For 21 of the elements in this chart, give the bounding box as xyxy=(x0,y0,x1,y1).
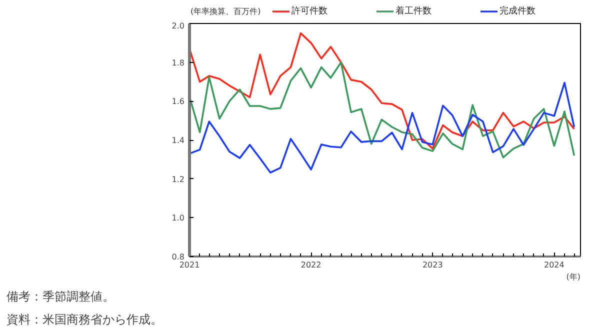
line-series xyxy=(190,82,576,174)
y-tick-label: 1.2 xyxy=(172,174,185,184)
y-tick-label: 0.8 xyxy=(172,252,185,262)
y-tick-label: 1.4 xyxy=(172,136,185,145)
legend-label: 許可件数 xyxy=(292,6,328,16)
legend-label: 着工件数 xyxy=(396,6,432,16)
x-tick-label: 2023 xyxy=(422,260,443,270)
line-series xyxy=(190,61,576,158)
y-axis-title: (年率換算、百万件) xyxy=(190,7,261,16)
line-series xyxy=(190,32,576,150)
y-tick-label: 1.0 xyxy=(172,214,185,223)
x-tick-label: 2021 xyxy=(179,260,200,270)
x-tick-label: 2022 xyxy=(300,260,322,270)
text: 資料：米国商務省から作成。 xyxy=(6,312,162,326)
text: 備考：季節調整値。 xyxy=(6,290,114,304)
x-axis-title: (年) xyxy=(566,272,581,282)
legend-label: 完成件数 xyxy=(500,6,536,16)
y-tick-label: 2.0 xyxy=(172,22,185,30)
y-tick-label: 1.8 xyxy=(172,58,185,68)
y-tick-label: 1.6 xyxy=(172,97,185,106)
x-tick-label: 2024 xyxy=(544,260,564,270)
